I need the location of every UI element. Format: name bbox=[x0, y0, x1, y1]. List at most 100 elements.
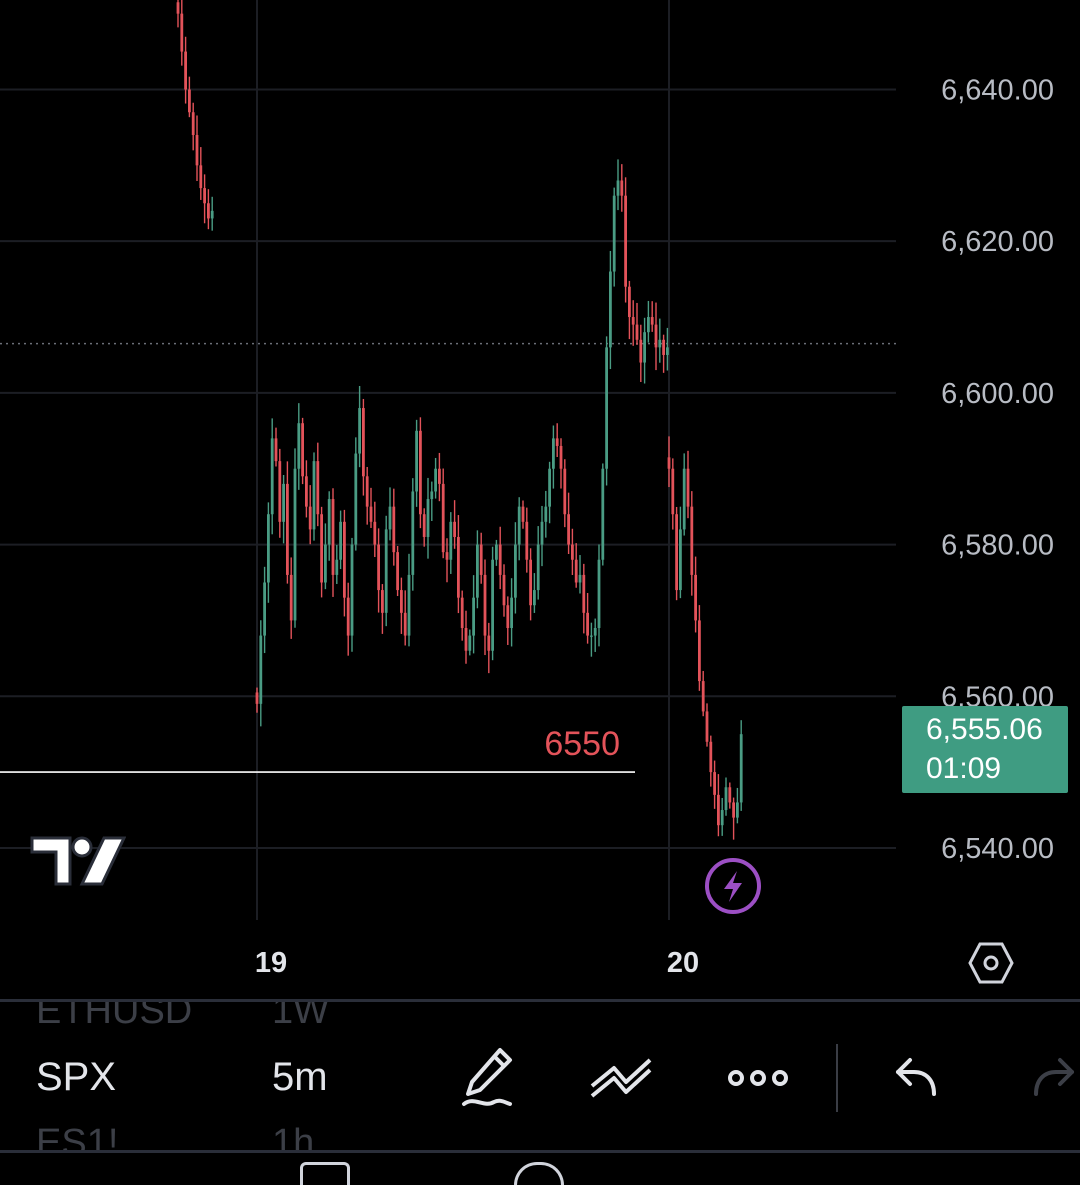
candle-body bbox=[282, 483, 285, 522]
candle-body bbox=[647, 317, 650, 333]
candle-body bbox=[650, 317, 654, 325]
candle-body bbox=[590, 635, 593, 637]
candle-body bbox=[381, 590, 384, 613]
candle-body bbox=[441, 483, 445, 553]
candle-body bbox=[384, 529, 388, 613]
candle-body bbox=[278, 461, 282, 522]
interval-list-prev[interactable]: 1W bbox=[272, 1002, 329, 1032]
chart-settings-icon[interactable] bbox=[968, 940, 1014, 986]
chart-toolbar-divider bbox=[0, 999, 1080, 1002]
horizontal-grid bbox=[0, 88, 896, 849]
candle-body bbox=[705, 711, 709, 742]
candle-body bbox=[350, 544, 354, 636]
candle-body bbox=[495, 544, 498, 560]
candle-body bbox=[373, 521, 377, 545]
draw-icon[interactable] bbox=[454, 1042, 526, 1114]
toolbar-bottom-divider bbox=[0, 1150, 1080, 1153]
candle-body bbox=[343, 521, 346, 598]
candle-body bbox=[671, 468, 675, 515]
candle-body bbox=[555, 438, 559, 446]
candle-body bbox=[453, 521, 456, 537]
candle-body bbox=[586, 612, 589, 636]
nav-home-hint bbox=[514, 1162, 564, 1185]
last-price-badge: 6,555.06 01:09 bbox=[902, 706, 1068, 793]
candle-body bbox=[358, 408, 361, 454]
symbol-list-prev[interactable]: ETHUSD bbox=[36, 1002, 193, 1032]
candle-body bbox=[207, 203, 210, 219]
candle-body bbox=[717, 794, 720, 826]
candle-body bbox=[720, 810, 724, 826]
candle-body bbox=[430, 491, 434, 500]
candle-body bbox=[301, 423, 304, 477]
more-icon[interactable] bbox=[722, 1042, 794, 1114]
candle-body bbox=[582, 574, 586, 613]
interval-selector[interactable]: 5m bbox=[272, 1055, 328, 1099]
candle-body bbox=[274, 438, 278, 462]
candle-body bbox=[335, 559, 339, 575]
candle-body bbox=[709, 741, 713, 773]
candle-body bbox=[593, 627, 597, 636]
candle-body bbox=[339, 521, 342, 560]
candle-body bbox=[679, 529, 682, 591]
candle-body bbox=[445, 552, 449, 560]
time-axis[interactable]: 19 20 bbox=[255, 947, 699, 979]
candle-body bbox=[293, 468, 297, 621]
candle-body bbox=[263, 582, 266, 636]
candle-body bbox=[521, 506, 525, 522]
candle-body bbox=[732, 802, 735, 818]
candle-body bbox=[498, 544, 502, 575]
candlestick-chart[interactable]: 6550 6,640.00 6,620.00 6,600.00 6,580.00 6,5… bbox=[0, 0, 1080, 1000]
candle-body bbox=[457, 536, 460, 598]
candle-body bbox=[571, 544, 574, 560]
tradingview-logo-icon bbox=[30, 834, 127, 888]
candle-body bbox=[540, 521, 544, 545]
redo-icon[interactable] bbox=[1020, 1042, 1080, 1114]
candle-body bbox=[713, 772, 716, 795]
interval-list-next[interactable]: 1h bbox=[272, 1122, 315, 1150]
candle-body bbox=[624, 195, 627, 287]
symbol-list-next[interactable]: ES1! bbox=[36, 1122, 119, 1150]
candle-body bbox=[658, 339, 662, 348]
trend-lines-icon[interactable] bbox=[586, 1042, 658, 1114]
candle-body bbox=[472, 597, 475, 636]
candle-body bbox=[559, 445, 563, 469]
candle-body bbox=[327, 499, 331, 545]
candle-body bbox=[331, 499, 335, 575]
candle-body bbox=[686, 468, 690, 507]
chart-area[interactable]: 6550 6,640.00 6,620.00 6,600.00 6,580.00 6,5… bbox=[0, 0, 1080, 1000]
candle-body bbox=[434, 468, 437, 492]
candle-body bbox=[544, 506, 548, 522]
candle-body bbox=[605, 347, 608, 469]
candle-body bbox=[419, 430, 422, 515]
candle-body bbox=[377, 544, 380, 591]
candle-body bbox=[635, 324, 639, 340]
candle-body bbox=[259, 635, 263, 704]
candle-body bbox=[483, 574, 487, 636]
undo-icon[interactable] bbox=[882, 1042, 954, 1114]
symbol-selector[interactable]: SPX bbox=[36, 1055, 117, 1099]
candle-body bbox=[346, 597, 350, 636]
candle-body bbox=[449, 521, 453, 560]
candle-body bbox=[529, 559, 532, 606]
candle-body bbox=[255, 692, 259, 704]
candle-body bbox=[308, 506, 312, 530]
x-tick-label: 20 bbox=[667, 947, 699, 979]
candle-body bbox=[297, 423, 301, 469]
candle-body bbox=[354, 453, 358, 545]
candle-body bbox=[184, 51, 187, 90]
candle-body bbox=[567, 514, 570, 545]
candle-body bbox=[199, 165, 203, 189]
candle-body bbox=[407, 574, 411, 636]
candle-body bbox=[396, 552, 399, 591]
candle-body bbox=[675, 514, 678, 591]
candle-body bbox=[682, 468, 686, 530]
horizontal-level-label: 6550 bbox=[544, 725, 620, 763]
candle-body bbox=[666, 347, 669, 355]
toolbar-separator bbox=[836, 1044, 838, 1112]
candle-body bbox=[195, 135, 199, 166]
candle-body bbox=[525, 521, 529, 560]
candle-body bbox=[400, 590, 403, 613]
candle-body bbox=[690, 506, 694, 575]
candle-body bbox=[210, 210, 214, 219]
lightning-icon[interactable] bbox=[704, 857, 762, 915]
